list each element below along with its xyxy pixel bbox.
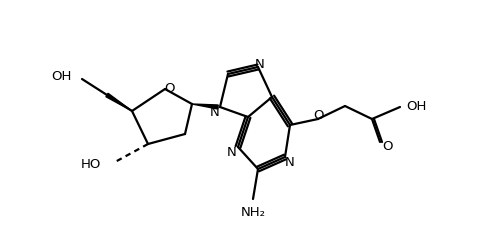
Text: O: O: [164, 81, 174, 94]
Text: N: N: [210, 105, 220, 118]
Text: N: N: [227, 145, 237, 158]
Text: HO: HO: [81, 158, 101, 171]
Polygon shape: [106, 94, 132, 112]
Text: N: N: [285, 155, 295, 168]
Polygon shape: [192, 105, 218, 110]
Text: NH₂: NH₂: [241, 205, 265, 218]
Text: O: O: [383, 140, 393, 153]
Text: O: O: [314, 108, 324, 121]
Text: OH: OH: [52, 69, 72, 82]
Text: OH: OH: [406, 99, 426, 112]
Text: N: N: [255, 57, 265, 70]
